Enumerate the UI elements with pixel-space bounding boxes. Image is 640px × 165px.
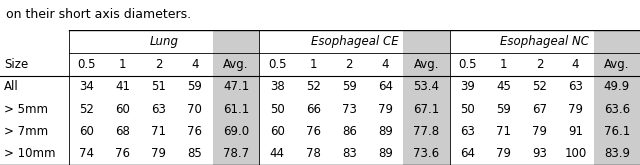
Text: 59: 59 [342,80,356,93]
Text: 1: 1 [119,58,127,71]
Text: 67: 67 [532,103,547,116]
Text: 79: 79 [532,125,547,138]
Text: 76: 76 [188,125,202,138]
Text: 68: 68 [115,125,131,138]
Text: 69.0: 69.0 [223,125,249,138]
Text: 83: 83 [342,147,356,160]
Text: 78: 78 [306,147,321,160]
Text: 50: 50 [460,103,475,116]
Text: 2: 2 [536,58,543,71]
Bar [213,30,259,165]
Bar [593,30,640,165]
Text: Lung: Lung [150,35,179,48]
Text: 0.5: 0.5 [77,58,96,71]
Text: 67.1: 67.1 [413,103,440,116]
Text: 91: 91 [568,125,583,138]
Text: 2: 2 [155,58,163,71]
Text: 34: 34 [79,80,94,93]
Text: 74: 74 [79,147,95,160]
Text: All: All [4,80,19,93]
Text: 71: 71 [496,125,511,138]
Text: > 5mm: > 5mm [4,103,48,116]
Text: 59: 59 [188,80,202,93]
Text: on their short axis diameters.: on their short axis diameters. [6,8,191,21]
Text: 1: 1 [500,58,508,71]
Text: 76.1: 76.1 [604,125,630,138]
Text: 76: 76 [115,147,131,160]
Text: 45: 45 [496,80,511,93]
Text: 77.8: 77.8 [413,125,440,138]
Text: 73.6: 73.6 [413,147,440,160]
Text: 60: 60 [79,125,94,138]
Text: 64: 64 [460,147,475,160]
Text: 38: 38 [270,80,285,93]
Text: 89: 89 [378,125,392,138]
Text: 49.9: 49.9 [604,80,630,93]
Text: 1: 1 [310,58,317,71]
Text: 76: 76 [306,125,321,138]
Text: 61.1: 61.1 [223,103,249,116]
Text: 47.1: 47.1 [223,80,249,93]
Text: 73: 73 [342,103,356,116]
Text: Esophageal CE: Esophageal CE [310,35,398,48]
Text: 79: 79 [152,147,166,160]
Text: 51: 51 [152,80,166,93]
Text: 4: 4 [572,58,579,71]
Text: 0.5: 0.5 [268,58,287,71]
Text: 85: 85 [188,147,202,160]
Text: 63.6: 63.6 [604,103,630,116]
Text: 100: 100 [564,147,587,160]
Text: 63: 63 [460,125,475,138]
Text: 79: 79 [496,147,511,160]
Text: > 10mm: > 10mm [4,147,55,160]
Text: 66: 66 [306,103,321,116]
Text: 59: 59 [496,103,511,116]
Text: 4: 4 [191,58,198,71]
Text: 2: 2 [346,58,353,71]
Text: 44: 44 [270,147,285,160]
Text: > 7mm: > 7mm [4,125,48,138]
Text: 52: 52 [532,80,547,93]
Text: 71: 71 [152,125,166,138]
Text: 50: 50 [270,103,285,116]
Text: 4: 4 [381,58,389,71]
Text: Esophageal NC: Esophageal NC [500,35,589,48]
Text: 53.4: 53.4 [413,80,440,93]
Text: 83.9: 83.9 [604,147,630,160]
Text: 70: 70 [188,103,202,116]
Text: 41: 41 [115,80,131,93]
Text: 0.5: 0.5 [458,58,477,71]
Text: 78.7: 78.7 [223,147,249,160]
Text: 60: 60 [115,103,131,116]
Text: 79: 79 [568,103,583,116]
Text: 52: 52 [79,103,94,116]
Text: 64: 64 [378,80,393,93]
Text: 89: 89 [378,147,392,160]
Text: Avg.: Avg. [604,58,630,71]
Text: Avg.: Avg. [223,58,249,71]
Text: 63: 63 [568,80,583,93]
Text: 93: 93 [532,147,547,160]
Bar [403,30,450,165]
Text: 86: 86 [342,125,356,138]
Text: 39: 39 [460,80,475,93]
Text: 60: 60 [270,125,285,138]
Text: 52: 52 [306,80,321,93]
Text: 79: 79 [378,103,393,116]
Text: Size: Size [4,58,28,71]
Text: 63: 63 [152,103,166,116]
Text: Avg.: Avg. [413,58,439,71]
